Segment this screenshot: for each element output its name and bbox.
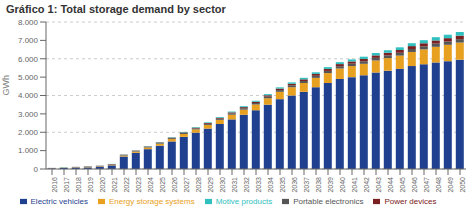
- svg-text:2043: 2043: [375, 177, 382, 193]
- html-text:Power devices: Power devices: [384, 197, 437, 206]
- svg-text:2030: 2030: [219, 177, 226, 193]
- svg-text:2040: 2040: [339, 177, 346, 193]
- svg-text:2.000: 2.000: [18, 128, 39, 137]
- svg-text:2024: 2024: [147, 177, 154, 193]
- svg-text:2049: 2049: [447, 177, 454, 193]
- svg-text:2039: 2039: [327, 177, 334, 193]
- svg-text:2048: 2048: [435, 177, 442, 193]
- html-text:Electric vehicles: Electric vehicles: [30, 197, 88, 206]
- svg-text:2023: 2023: [135, 177, 142, 193]
- svg-text:2016: 2016: [51, 177, 58, 193]
- svg-text:2032: 2032: [243, 177, 250, 193]
- svg-text:5.000: 5.000: [18, 73, 39, 82]
- svg-text:2019: 2019: [87, 177, 94, 193]
- svg-text:2027: 2027: [183, 177, 190, 193]
- svg-text:2025: 2025: [159, 177, 166, 193]
- svg-text:3.000: 3.000: [18, 110, 39, 119]
- svg-text:2035: 2035: [279, 177, 286, 193]
- svg-text:4.000: 4.000: [18, 91, 39, 100]
- svg-text:2021: 2021: [111, 177, 118, 193]
- svg-text:2028: 2028: [195, 177, 202, 193]
- html-text:Motive products: Motive products: [215, 197, 273, 206]
- html-text:Energy storage systems: Energy storage systems: [108, 197, 195, 206]
- svg-text:2034: 2034: [267, 177, 274, 193]
- svg-text:2033: 2033: [255, 177, 262, 193]
- svg-text:2017: 2017: [63, 177, 70, 193]
- svg-text:2026: 2026: [171, 177, 178, 193]
- svg-text:2031: 2031: [231, 177, 238, 193]
- svg-text:2036: 2036: [291, 177, 298, 193]
- html-text:Gráfico 1: Total storage deman: Gráfico 1: Total storage demand by secto…: [6, 3, 226, 15]
- svg-text:2020: 2020: [99, 177, 106, 193]
- svg-text:GWh: GWh: [1, 75, 11, 96]
- svg-text:2046: 2046: [411, 177, 418, 193]
- svg-text:2045: 2045: [399, 177, 406, 193]
- svg-text:2041: 2041: [351, 177, 358, 193]
- svg-text:6.000: 6.000: [18, 55, 39, 64]
- svg-text:2044: 2044: [387, 177, 394, 193]
- svg-text:0: 0: [34, 165, 39, 174]
- svg-text:2022: 2022: [123, 177, 130, 193]
- svg-text:2037: 2037: [303, 177, 310, 193]
- svg-text:2038: 2038: [315, 177, 322, 193]
- svg-text:2050: 2050: [459, 177, 466, 193]
- svg-text:2029: 2029: [207, 177, 214, 193]
- svg-text:2047: 2047: [423, 177, 430, 193]
- svg-text:1.000: 1.000: [18, 146, 39, 155]
- svg-text:8.000: 8.000: [18, 18, 39, 27]
- html-text:Portable electronics: Portable electronics: [293, 197, 364, 206]
- svg-text:2042: 2042: [363, 177, 370, 193]
- svg-text:7.000: 7.000: [18, 36, 39, 45]
- svg-text:2018: 2018: [75, 177, 82, 193]
